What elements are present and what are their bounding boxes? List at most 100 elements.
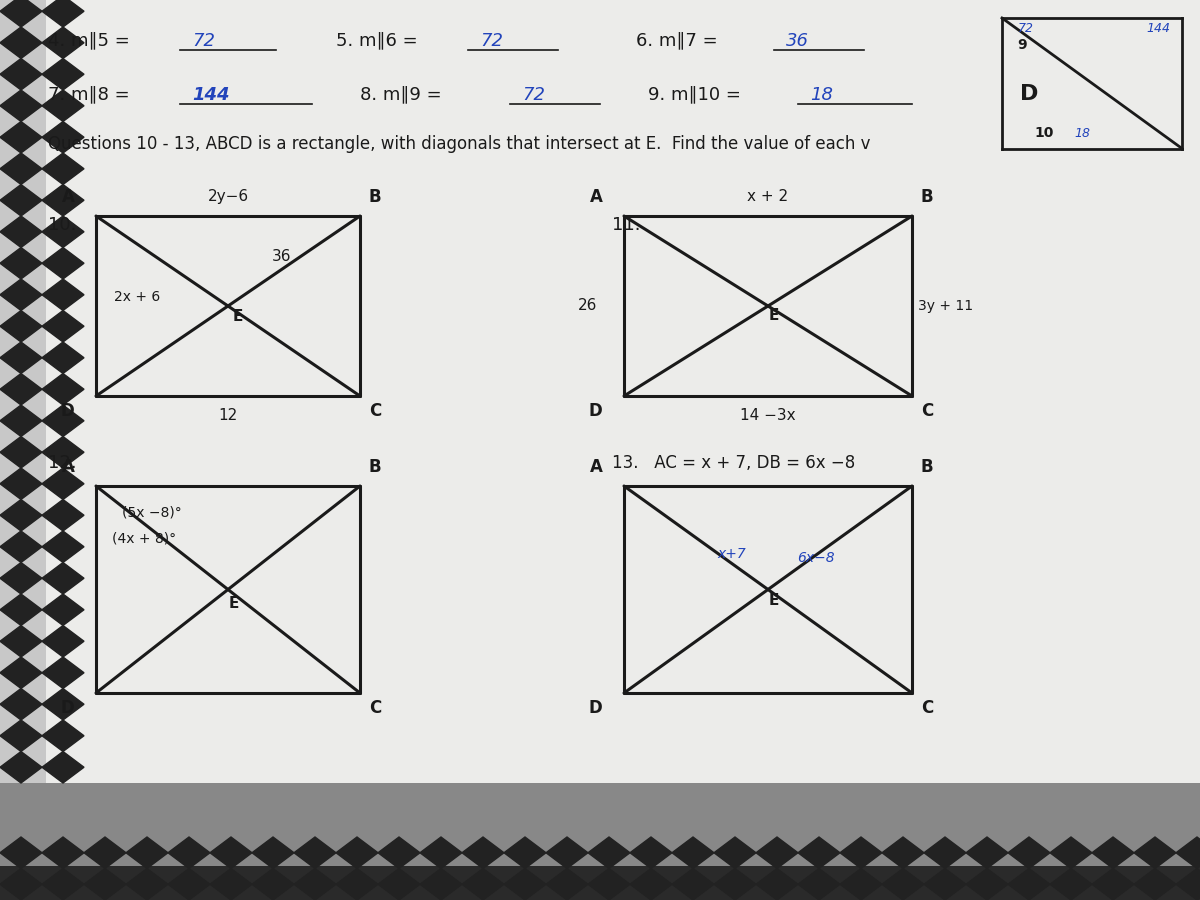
Polygon shape bbox=[0, 216, 42, 248]
Text: x + 2: x + 2 bbox=[748, 189, 788, 203]
Polygon shape bbox=[294, 868, 336, 900]
Text: 11.: 11. bbox=[612, 216, 641, 234]
Polygon shape bbox=[546, 868, 588, 900]
Text: B: B bbox=[368, 458, 382, 476]
Polygon shape bbox=[1134, 868, 1176, 900]
Polygon shape bbox=[0, 58, 42, 90]
Text: 144: 144 bbox=[1146, 22, 1170, 35]
Polygon shape bbox=[210, 868, 252, 900]
Text: (4x + 8)°: (4x + 8)° bbox=[112, 531, 175, 545]
Polygon shape bbox=[42, 27, 84, 58]
Polygon shape bbox=[756, 837, 798, 868]
Polygon shape bbox=[1008, 837, 1050, 868]
Text: 12.: 12. bbox=[48, 454, 77, 472]
Text: (5x −8)°: (5x −8)° bbox=[122, 506, 182, 520]
Polygon shape bbox=[42, 310, 84, 342]
Polygon shape bbox=[168, 868, 210, 900]
Polygon shape bbox=[42, 122, 84, 153]
Text: 2y−6: 2y−6 bbox=[208, 189, 248, 203]
Polygon shape bbox=[84, 868, 126, 900]
Polygon shape bbox=[42, 58, 84, 90]
Text: D: D bbox=[61, 699, 74, 717]
Polygon shape bbox=[462, 868, 504, 900]
Text: 36: 36 bbox=[272, 249, 292, 264]
Text: C: C bbox=[368, 699, 380, 717]
Polygon shape bbox=[0, 500, 42, 531]
Text: 18: 18 bbox=[1074, 127, 1090, 140]
Polygon shape bbox=[42, 248, 84, 279]
Polygon shape bbox=[42, 688, 84, 720]
Polygon shape bbox=[0, 531, 42, 562]
Polygon shape bbox=[42, 752, 84, 783]
Polygon shape bbox=[0, 0, 42, 27]
Text: 2x + 6: 2x + 6 bbox=[114, 290, 161, 304]
Polygon shape bbox=[42, 405, 84, 436]
Polygon shape bbox=[1134, 837, 1176, 868]
Text: B: B bbox=[920, 458, 934, 476]
Text: E: E bbox=[229, 596, 239, 610]
Text: C: C bbox=[920, 402, 932, 420]
Polygon shape bbox=[756, 868, 798, 900]
Polygon shape bbox=[924, 837, 966, 868]
Polygon shape bbox=[0, 562, 42, 594]
Polygon shape bbox=[42, 657, 84, 688]
Polygon shape bbox=[966, 837, 1008, 868]
Polygon shape bbox=[504, 837, 546, 868]
Polygon shape bbox=[42, 837, 84, 868]
Polygon shape bbox=[0, 405, 42, 436]
Polygon shape bbox=[840, 837, 882, 868]
Polygon shape bbox=[966, 868, 1008, 900]
Polygon shape bbox=[42, 626, 84, 657]
Polygon shape bbox=[714, 868, 756, 900]
Text: C: C bbox=[920, 699, 932, 717]
Polygon shape bbox=[630, 837, 672, 868]
Polygon shape bbox=[0, 310, 42, 342]
Polygon shape bbox=[0, 342, 42, 374]
Polygon shape bbox=[42, 0, 84, 27]
Text: 5. m∥6 =: 5. m∥6 = bbox=[336, 32, 424, 50]
Text: x+7: x+7 bbox=[718, 546, 746, 561]
Polygon shape bbox=[0, 688, 42, 720]
Polygon shape bbox=[588, 868, 630, 900]
Polygon shape bbox=[252, 837, 294, 868]
Polygon shape bbox=[42, 594, 84, 625]
Text: E: E bbox=[769, 308, 779, 322]
Polygon shape bbox=[294, 837, 336, 868]
Polygon shape bbox=[252, 868, 294, 900]
Polygon shape bbox=[42, 279, 84, 310]
FancyBboxPatch shape bbox=[0, 0, 46, 783]
Polygon shape bbox=[882, 837, 924, 868]
Polygon shape bbox=[42, 531, 84, 562]
Polygon shape bbox=[42, 216, 84, 248]
Polygon shape bbox=[672, 868, 714, 900]
Text: 10.: 10. bbox=[48, 216, 77, 234]
Text: 7. m∥8 =: 7. m∥8 = bbox=[48, 86, 136, 104]
Text: 144: 144 bbox=[192, 86, 229, 104]
Text: C: C bbox=[368, 402, 380, 420]
Text: D: D bbox=[589, 402, 602, 420]
Polygon shape bbox=[0, 594, 42, 625]
Polygon shape bbox=[798, 868, 840, 900]
Text: 10: 10 bbox=[1034, 126, 1054, 140]
Polygon shape bbox=[630, 868, 672, 900]
Text: 9: 9 bbox=[1018, 38, 1027, 52]
Polygon shape bbox=[0, 868, 42, 900]
Polygon shape bbox=[0, 27, 42, 58]
Polygon shape bbox=[42, 153, 84, 184]
Text: 4. m∥5 =: 4. m∥5 = bbox=[48, 32, 136, 50]
Text: Questions 10 - 13, ABCD is a rectangle, with diagonals that intersect at E.  Fin: Questions 10 - 13, ABCD is a rectangle, … bbox=[48, 135, 870, 153]
Text: 26: 26 bbox=[578, 299, 598, 313]
Polygon shape bbox=[672, 837, 714, 868]
Polygon shape bbox=[0, 122, 42, 153]
Polygon shape bbox=[378, 837, 420, 868]
Text: 8. m∥9 =: 8. m∥9 = bbox=[360, 86, 448, 104]
Text: 12: 12 bbox=[218, 409, 238, 423]
Text: 13.   AC = x + 7, DB = 6x −8: 13. AC = x + 7, DB = 6x −8 bbox=[612, 454, 856, 472]
Polygon shape bbox=[126, 837, 168, 868]
Polygon shape bbox=[1008, 868, 1050, 900]
Polygon shape bbox=[588, 837, 630, 868]
Text: 36: 36 bbox=[786, 32, 809, 50]
Polygon shape bbox=[1176, 837, 1200, 868]
Polygon shape bbox=[42, 868, 84, 900]
Polygon shape bbox=[0, 374, 42, 405]
